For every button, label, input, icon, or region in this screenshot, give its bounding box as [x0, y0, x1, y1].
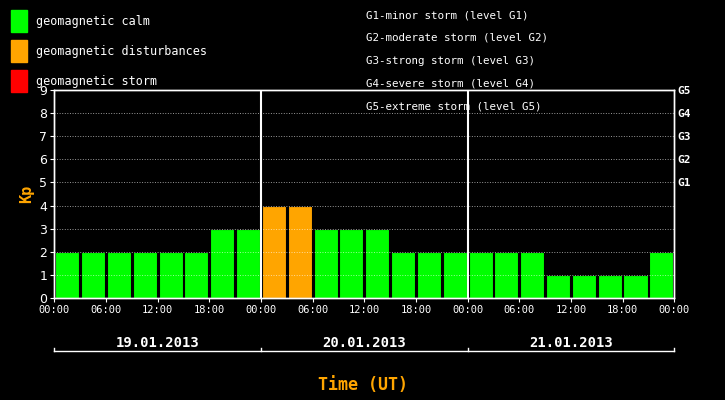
- Bar: [391, 252, 415, 298]
- Bar: [546, 275, 570, 298]
- Y-axis label: Kp: Kp: [19, 185, 34, 203]
- Bar: [81, 252, 105, 298]
- Text: 21.01.2013: 21.01.2013: [529, 336, 613, 350]
- Bar: [520, 252, 544, 298]
- Bar: [650, 252, 674, 298]
- Bar: [210, 229, 234, 298]
- Text: geomagnetic disturbances: geomagnetic disturbances: [36, 44, 207, 58]
- Bar: [572, 275, 596, 298]
- Text: Time (UT): Time (UT): [318, 376, 407, 394]
- Text: 19.01.2013: 19.01.2013: [116, 336, 199, 350]
- Text: G3-strong storm (level G3): G3-strong storm (level G3): [366, 56, 535, 66]
- Bar: [288, 206, 312, 298]
- Text: 20.01.2013: 20.01.2013: [323, 336, 406, 350]
- Bar: [107, 252, 131, 298]
- Bar: [417, 252, 441, 298]
- Bar: [236, 229, 260, 298]
- Bar: [313, 229, 338, 298]
- Bar: [133, 252, 157, 298]
- Bar: [339, 229, 363, 298]
- Text: geomagnetic storm: geomagnetic storm: [36, 74, 157, 88]
- Bar: [365, 229, 389, 298]
- Bar: [184, 252, 209, 298]
- Text: G4-severe storm (level G4): G4-severe storm (level G4): [366, 78, 535, 88]
- Text: geomagnetic calm: geomagnetic calm: [36, 14, 149, 28]
- Bar: [55, 252, 79, 298]
- Bar: [624, 275, 647, 298]
- Bar: [159, 252, 183, 298]
- Bar: [468, 252, 492, 298]
- Bar: [597, 275, 622, 298]
- Bar: [443, 252, 467, 298]
- Text: G5-extreme storm (level G5): G5-extreme storm (level G5): [366, 101, 542, 111]
- Text: G2-moderate storm (level G2): G2-moderate storm (level G2): [366, 33, 548, 43]
- Bar: [494, 252, 518, 298]
- Bar: [262, 206, 286, 298]
- Text: G1-minor storm (level G1): G1-minor storm (level G1): [366, 10, 529, 20]
